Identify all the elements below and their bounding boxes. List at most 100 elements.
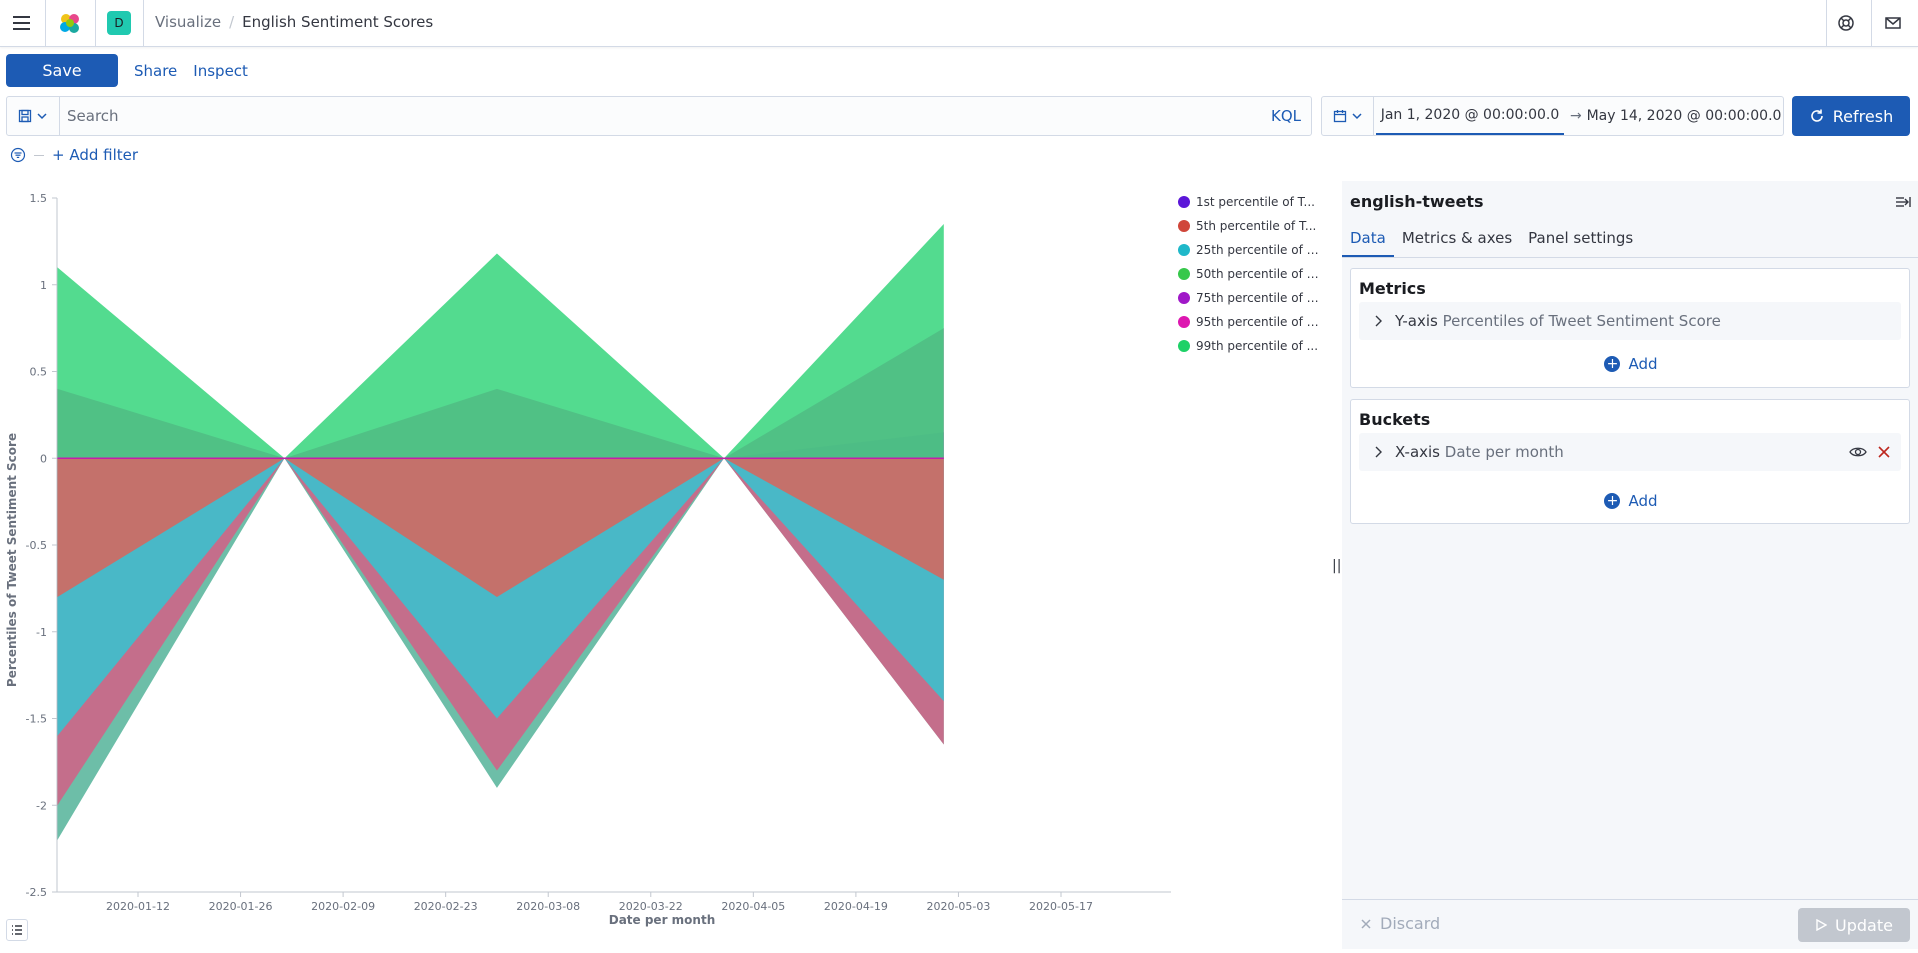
collapse-sidebar-icon[interactable] [1894,193,1912,211]
y-tick-label: -2.5 [26,886,47,899]
help-icon[interactable] [1835,12,1857,34]
add-metric-button[interactable]: + Add [1351,355,1911,373]
elastic-logo-icon[interactable] [57,11,83,37]
end-date[interactable]: May 14, 2020 @ 00:00:00.0 [1586,108,1782,124]
start-date[interactable]: Jan 1, 2020 @ 00:00:00.0 [1376,97,1564,135]
x-tick-label: 2020-01-12 [106,900,170,913]
x-tick-label: 2020-03-22 [619,900,683,913]
divider [143,0,144,47]
tab-metrics-axes[interactable]: Metrics & axes [1401,229,1513,247]
legend-color-dot[interactable] [1178,340,1190,352]
quick-select-button[interactable] [1322,97,1374,135]
legend-item[interactable]: 75th percentile of T... [1178,286,1320,310]
agg-value: Percentiles of Tweet Sentiment Score [1442,312,1721,330]
legend-color-dot[interactable] [1178,220,1190,232]
inspect-button[interactable]: Inspect [193,61,248,80]
top-actions: Save Share Inspect [6,54,248,87]
editor-tabs: Data Metrics & axes Panel settings [1342,219,1918,258]
legend-label: 5th percentile of T... [1196,219,1317,233]
legend-label: 99th percentile of ... [1196,339,1319,353]
discard-label: Discard [1380,914,1441,933]
index-pattern-title: english-tweets [1350,192,1484,211]
buckets-panel: Buckets X-axis Date per month + Add [1350,399,1910,524]
refresh-button[interactable]: Refresh [1792,96,1910,136]
y-tick-label: -1.5 [26,713,47,726]
legend-color-dot[interactable] [1178,292,1190,304]
divider [95,0,96,47]
kql-toggle[interactable]: KQL [1271,107,1301,125]
area-series-7 [57,224,944,459]
divider [34,154,44,156]
legend-label: 50th percentile of T... [1196,267,1320,281]
add-filter-button[interactable]: + Add filter [52,146,139,164]
breadcrumb-visualize[interactable]: Visualize [155,13,222,31]
agg-key: Y-axis [1395,312,1438,330]
tab-data[interactable]: Data [1342,219,1394,257]
saved-query-button[interactable] [7,97,60,135]
menu-icon[interactable] [10,11,34,35]
arrow-right-icon: → [1570,108,1582,124]
legend-toggle-button[interactable] [6,919,28,941]
legend-item[interactable]: 95th percentile of T... [1178,310,1320,334]
filter-icon[interactable] [10,147,26,163]
legend-item[interactable]: 5th percentile of T... [1178,214,1320,238]
metrics-panel: Metrics Y-axis Percentiles of Tweet Sent… [1350,268,1910,388]
chart-legend: 1st percentile of T... 5th percentile of … [1178,190,1320,358]
plus-icon: + [1604,356,1621,372]
update-button[interactable]: Update [1798,908,1910,942]
breadcrumb-separator: / [229,13,235,31]
legend-color-dot[interactable] [1178,244,1190,256]
x-tick-label: 2020-02-23 [414,900,478,913]
legend-item[interactable]: 1st percentile of T... [1178,190,1320,214]
space-avatar[interactable]: D [107,11,131,35]
legend-item[interactable]: 50th percentile of T... [1178,262,1320,286]
y-tick-label: 1.5 [30,192,48,205]
eye-icon[interactable] [1849,444,1867,460]
y-tick-label: -1 [36,626,47,639]
legend-color-dot[interactable] [1178,196,1190,208]
chevron-right-icon[interactable] [1371,314,1385,328]
area-series-4 [57,458,944,598]
y-axis-agg-row[interactable]: Y-axis Percentiles of Tweet Sentiment Sc… [1359,302,1901,340]
legend-item[interactable]: 25th percentile of T... [1178,238,1320,262]
mail-icon[interactable] [1882,12,1904,34]
y-tick-label: -0.5 [26,539,47,552]
legend-color-dot[interactable] [1178,268,1190,280]
query-bar: Search KQL [6,96,1312,136]
tab-panel-settings[interactable]: Panel settings [1528,229,1634,247]
remove-icon[interactable] [1877,445,1891,459]
breadcrumb: Visualize / English Sentiment Scores [155,13,433,31]
chevron-down-icon [37,113,47,120]
add-bucket-button[interactable]: + Add [1351,492,1911,510]
play-icon [1816,919,1828,931]
date-picker: Jan 1, 2020 @ 00:00:00.0 → May 14, 2020 … [1321,96,1784,136]
x-tick-label: 2020-05-17 [1029,900,1093,913]
chart-canvas: 1.5 1 0.5 0 -0.5 -1 -1.5 -2 -2.5 2020-01-12 2020-0… [0,181,1330,949]
metrics-title: Metrics [1359,279,1426,298]
search-input[interactable]: Search [67,107,119,125]
save-button[interactable]: Save [6,54,118,87]
x-axis-agg-row[interactable]: X-axis Date per month [1359,433,1901,471]
close-icon [1361,918,1371,929]
legend-item[interactable]: 99th percentile of ... [1178,334,1320,358]
resize-handle[interactable]: || [1332,558,1342,574]
agg-description: Y-axis Percentiles of Tweet Sentiment Sc… [1395,312,1721,330]
breadcrumb-current: English Sentiment Scores [242,13,434,31]
y-axis-title: Percentiles of Tweet Sentiment Score [5,433,19,687]
x-tick-label: 2020-02-09 [311,900,375,913]
agg-key: X-axis [1395,443,1440,461]
x-tick-label: 2020-04-05 [721,900,785,913]
area-chart: 1.5 1 0.5 0 -0.5 -1 -1.5 -2 -2.5 2020-01-12 2020-0… [5,192,1171,927]
legend-label: 95th percentile of T... [1196,315,1320,329]
share-button[interactable]: Share [134,61,178,80]
chevron-down-icon [1351,113,1362,120]
agg-description: X-axis Date per month [1395,443,1564,461]
discard-button[interactable]: Discard [1360,914,1440,933]
legend-color-dot[interactable] [1178,316,1190,328]
refresh-icon [1811,109,1823,122]
buckets-title: Buckets [1359,410,1431,429]
chevron-right-icon[interactable] [1371,445,1385,459]
save-query-icon [18,109,32,123]
x-axis-title: Date per month [609,913,716,927]
divider [45,0,46,47]
